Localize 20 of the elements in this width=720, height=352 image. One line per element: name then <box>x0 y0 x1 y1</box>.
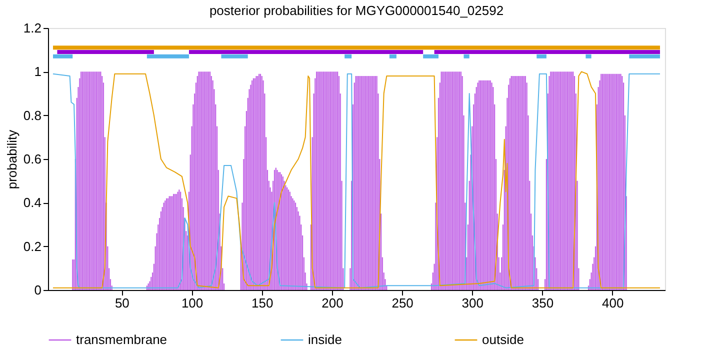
y-axis-title: probability <box>4 129 20 190</box>
y-tick-label: 1.2 <box>23 20 42 36</box>
x-tick-label: 200 <box>322 296 344 310</box>
x-tick-label: 350 <box>532 296 554 310</box>
x-tick-label: 100 <box>181 296 204 310</box>
y-tick-label: 0.8 <box>23 108 42 123</box>
y-tick-label: 0.2 <box>23 238 42 254</box>
x-tick-label: 300 <box>462 296 484 310</box>
x-tick-label: 250 <box>392 296 414 310</box>
x-tick-label: 50 <box>114 296 130 310</box>
y-tick-label: 1 <box>34 64 42 80</box>
x-tick-label: 150 <box>252 296 274 310</box>
chart-title: posterior probabilities for MGYG000001540_02592 <box>209 3 504 18</box>
y-tick-label: 0.6 <box>23 152 42 166</box>
y-tick-label: 0.4 <box>23 195 42 210</box>
y-tick-label: 0 <box>34 282 42 298</box>
legend-label: transmembrane <box>76 332 168 347</box>
legend-label: outside <box>482 332 524 347</box>
legend-label: inside <box>308 332 342 347</box>
x-tick-label: 400 <box>602 296 624 310</box>
